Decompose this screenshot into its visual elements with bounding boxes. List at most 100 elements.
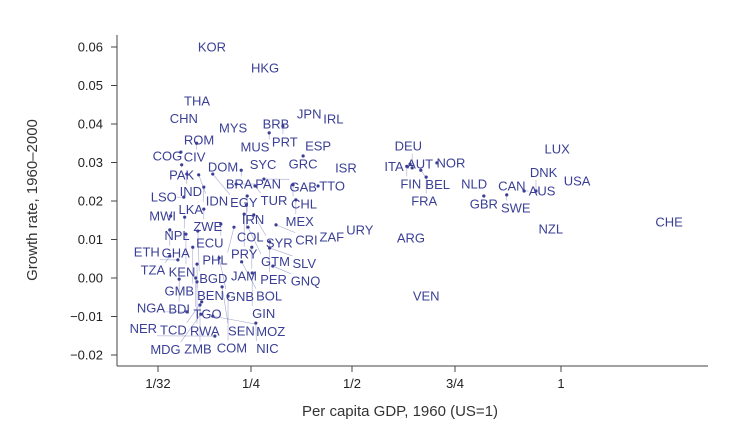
data-point-gin: GIN (252, 306, 275, 321)
data-point-nic: NIC (256, 341, 278, 356)
data-point-chn: CHN (170, 111, 198, 126)
data-point-marker (419, 168, 423, 172)
label-leader-line (198, 174, 206, 194)
data-point-ben: BEN (197, 288, 224, 303)
data-point-marker (246, 225, 250, 229)
data-point-jam: JAM (231, 269, 257, 284)
data-point-marker (213, 334, 217, 338)
label-leader-line (212, 173, 231, 196)
y-ticks: −0.02 −0.01 0.00 0.01 0.02 0.03 0.04 0.05 0.06 (70, 40, 117, 363)
data-point-zwe: ZWE (193, 219, 222, 234)
data-point-zaf: ZAF (320, 230, 345, 245)
data-point-ven: VEN (413, 289, 440, 304)
data-point-lka: LKA (179, 202, 204, 217)
data-point-marker (202, 185, 206, 189)
data-point-ind: IND (180, 184, 202, 199)
data-point-marker (169, 214, 173, 218)
data-point-marker (522, 189, 526, 193)
data-point-marker (182, 195, 186, 199)
data-point-marker (194, 141, 199, 145)
data-point-mex: MEX (286, 214, 315, 229)
data-point-marker (179, 150, 183, 154)
data-point-slv: SLV (292, 256, 316, 271)
data-point-marker (482, 194, 486, 198)
data-point-marker (176, 258, 180, 262)
data-point-bol: BOL (256, 289, 282, 304)
data-point-gmb: GMB (164, 284, 194, 299)
data-point-syc: SYC (250, 157, 277, 172)
data-point-marker (199, 312, 203, 316)
data-point-tur: TUR (261, 193, 288, 208)
data-point-dom: DOM (208, 160, 238, 175)
data-point-nor: NOR (436, 155, 465, 170)
data-point-esp: ESP (305, 138, 331, 153)
data-point-tgo: TGO (193, 307, 221, 322)
data-point-lux: LUX (545, 142, 571, 157)
data-point-marker (240, 260, 244, 264)
data-point-fin: FIN (400, 176, 421, 191)
data-point-pry: PRY (231, 247, 258, 262)
label-leader-line (212, 315, 257, 325)
data-point-marker (234, 182, 238, 186)
data-point-rom: ROM (184, 133, 214, 148)
data-point-marker (294, 198, 298, 202)
data-point-marker (254, 321, 258, 325)
data-point-marker (197, 173, 201, 177)
x-ticks: 1/32 1/4 1/2 3/4 1 (145, 366, 565, 391)
data-point-marker (301, 154, 305, 158)
data-point-gab: GAB (289, 179, 316, 194)
data-point-marker (424, 175, 428, 179)
y-tick-label: −0.02 (70, 348, 103, 363)
data-point-marker (267, 240, 272, 244)
y-tick-label: 0.05 (78, 78, 103, 93)
data-point-marker (191, 245, 195, 249)
label-leader-line (202, 187, 205, 203)
y-tick-label: 0.06 (78, 40, 103, 55)
y-tick-label: −0.01 (70, 309, 103, 324)
data-point-marker (198, 303, 202, 307)
data-point-col: COL (237, 230, 264, 245)
data-point-ecu: ECU (196, 236, 223, 251)
data-point-idn: IDN (206, 194, 228, 209)
data-point-marker (168, 228, 172, 232)
data-point-irn: IRN (242, 212, 264, 227)
data-point-marker (185, 172, 189, 176)
data-point-marker (226, 294, 230, 298)
data-point-pak: PAK (169, 167, 194, 182)
x-tick-label: 1/4 (242, 376, 260, 391)
data-point-marker (274, 223, 278, 227)
data-point-eth: ETH (134, 245, 160, 260)
data-point-chl: CHL (291, 196, 317, 211)
data-point-marker (200, 300, 204, 304)
data-point-marker (534, 189, 538, 193)
data-point-cri: CRI (295, 233, 317, 248)
y-tick-label: 0.02 (78, 194, 103, 209)
data-point-rwa: RWA (190, 324, 220, 339)
data-point-marker (232, 225, 236, 229)
data-point-hkg: HKG (251, 61, 279, 76)
data-point-gtm: GTM (261, 254, 290, 269)
data-point-marker (220, 285, 224, 289)
data-point-marker (316, 184, 320, 188)
data-point-nzl: NZL (539, 222, 564, 237)
data-point-marker (271, 264, 275, 268)
data-point-gnb: GNB (226, 289, 254, 304)
label-leader-line (253, 214, 267, 236)
data-point-can: CAN (498, 179, 525, 194)
data-point-marker (180, 163, 184, 167)
label-leader-line (227, 227, 235, 253)
data-point-bel: BEL (425, 177, 450, 192)
data-point-marker (244, 203, 248, 207)
data-point-egy: EGY (230, 195, 258, 210)
data-point-sen: SEN (228, 323, 255, 338)
data-point-marker (211, 314, 215, 318)
data-point-marker (211, 172, 215, 176)
data-point-nga: NGA (137, 301, 166, 316)
data-point-marker (177, 277, 181, 281)
y-tick-label: 0.00 (78, 271, 103, 286)
data-point-marker (250, 245, 254, 249)
label-leader-line (197, 231, 200, 272)
data-point-com: COM (217, 340, 247, 355)
y-axis-title: Growth rate, 1960–2000 (24, 119, 41, 281)
